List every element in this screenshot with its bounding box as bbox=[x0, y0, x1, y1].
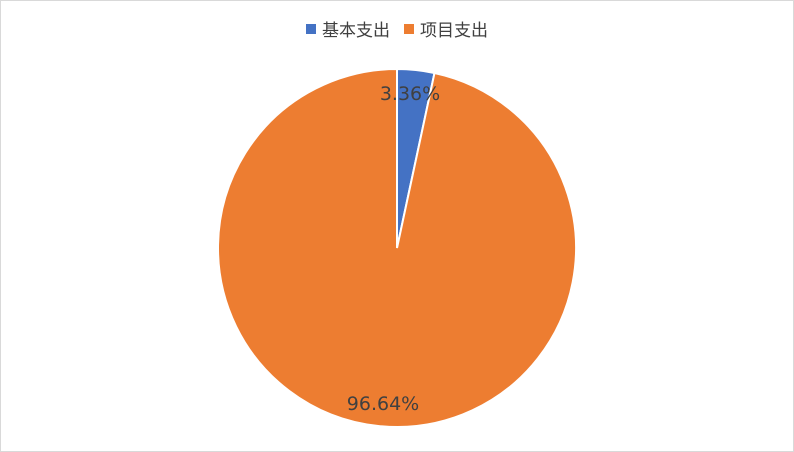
legend-swatch-project bbox=[404, 23, 414, 34]
legend: 基本支出 项目支出 bbox=[0, 16, 794, 41]
legend-item-project: 项目支出 bbox=[404, 16, 488, 41]
legend-label-project: 项目支出 bbox=[420, 21, 488, 41]
data-label-project: 96.64% bbox=[347, 393, 419, 415]
legend-label-basic: 基本支出 bbox=[322, 21, 390, 41]
legend-swatch-basic bbox=[306, 23, 316, 34]
legend-item-basic: 基本支出 bbox=[306, 16, 390, 41]
pie-slice-1 bbox=[217, 67, 577, 428]
data-label-basic: 3.36% bbox=[380, 83, 440, 105]
